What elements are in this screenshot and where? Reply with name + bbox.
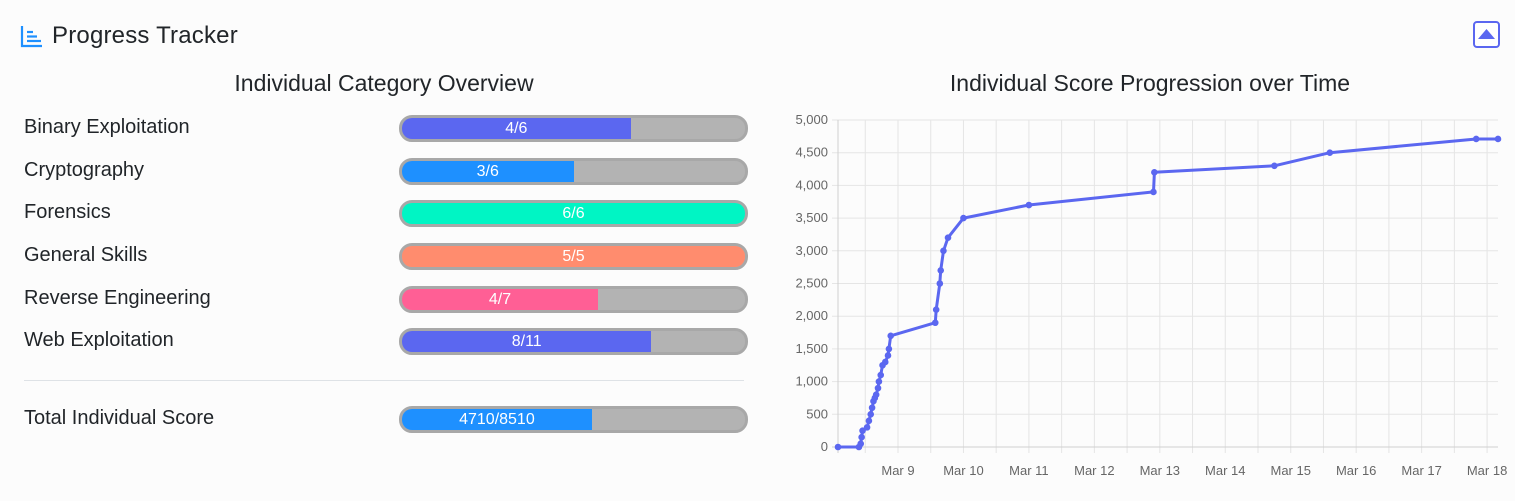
category-progress-bar: 4/6 xyxy=(399,115,748,142)
category-progress-fill xyxy=(402,161,574,182)
category-progress-bar: 3/6 xyxy=(399,158,748,185)
category-progress-text: 5/5 xyxy=(562,247,585,265)
total-score-bar-fill xyxy=(402,409,592,430)
score-progression-title: Individual Score Progression over Time xyxy=(949,70,1351,96)
x-tick-label: Mar 10 xyxy=(943,463,983,478)
category-progress-bar: 5/5 xyxy=(399,243,748,270)
data-point xyxy=(881,358,889,366)
x-tick-label: Mar 18 xyxy=(1467,463,1507,478)
category-label: Binary Exploitation xyxy=(24,116,190,138)
data-point xyxy=(931,319,939,327)
y-tick-label: 3,500 xyxy=(795,210,828,225)
category-progress-text: 8/11 xyxy=(511,332,542,350)
data-point xyxy=(1271,162,1278,170)
panel-title: Progress Tracker xyxy=(52,22,238,49)
y-tick-label: 2,500 xyxy=(795,276,828,291)
data-point xyxy=(834,443,842,451)
category-row: Reverse Engineering 4/7 xyxy=(24,285,748,313)
y-tick-label: 3,000 xyxy=(795,243,828,258)
category-progress-bar: 6/6 xyxy=(399,200,748,227)
category-row: Web Exploitation 8/11 xyxy=(24,327,748,355)
y-tick-label: 4,500 xyxy=(795,145,828,160)
x-tick-label: Mar 11 xyxy=(1009,463,1049,478)
score-progression-chart: 0 500 1,000 1,500 2,000 2,500 3,000 3,500 4,000 4… xyxy=(795,112,1507,478)
category-progress-text: 6/6 xyxy=(562,204,585,222)
y-tick-label: 500 xyxy=(806,406,828,421)
category-row: Cryptography 3/6 xyxy=(24,157,748,185)
data-point xyxy=(858,433,865,441)
category-progress-fill xyxy=(402,203,745,224)
category-progress-bar: 8/11 xyxy=(399,328,748,355)
x-tick-label: Mar 15 xyxy=(1270,463,1310,478)
category-progress-text: 4/7 xyxy=(488,290,512,308)
y-tick-label: 1,500 xyxy=(795,341,828,356)
category-progress-fill xyxy=(402,331,652,352)
category-progress-fill xyxy=(402,246,745,267)
data-point xyxy=(857,440,865,448)
y-tick-label: 2,000 xyxy=(795,308,828,323)
category-label: Web Exploitation xyxy=(24,329,174,351)
x-tick-label: Mar 13 xyxy=(1140,463,1180,478)
data-point xyxy=(877,371,885,379)
data-point xyxy=(859,427,866,434)
data-point xyxy=(937,267,945,274)
total-score-bar: 4710/8510 xyxy=(399,406,748,433)
x-tick-label: Mar 17 xyxy=(1401,463,1441,478)
data-point xyxy=(884,352,892,359)
data-point xyxy=(940,247,947,255)
category-progress-text: 3/6 xyxy=(476,162,499,180)
x-tick-label: Mar 16 xyxy=(1336,463,1376,478)
x-tick-label: Mar 9 xyxy=(881,463,914,478)
data-point xyxy=(865,417,873,425)
category-progress-text: 4/6 xyxy=(505,119,528,137)
caret-up-icon xyxy=(1478,29,1495,39)
y-tick-label: 5,000 xyxy=(795,112,828,127)
category-overview-title: Individual Category Overview xyxy=(234,70,534,96)
data-point xyxy=(1025,201,1033,209)
data-point xyxy=(944,234,952,242)
category-label: Cryptography xyxy=(24,159,145,181)
data-point xyxy=(885,345,893,353)
collapse-button[interactable] xyxy=(1473,21,1500,48)
data-point xyxy=(1472,135,1480,143)
total-score-label: Total Individual Score xyxy=(24,407,215,429)
y-tick-label: 4,000 xyxy=(795,177,828,192)
category-row: Binary Exploitation 4/6 xyxy=(24,114,748,142)
data-point xyxy=(936,280,944,287)
divider xyxy=(24,380,744,381)
score-line xyxy=(838,137,1498,449)
category-progress-bar: 4/7 xyxy=(399,286,748,313)
category-progress-fill xyxy=(402,289,598,310)
category-label: Forensics xyxy=(24,201,111,223)
y-tick-label: 0 xyxy=(821,439,828,454)
category-row: General Skills 5/5 xyxy=(24,242,748,270)
data-point xyxy=(1151,169,1158,176)
total-score-row: Total Individual Score 4710/8510 xyxy=(24,405,748,433)
data-point xyxy=(887,332,895,340)
x-tick-label: Mar 14 xyxy=(1205,463,1245,478)
data-point xyxy=(874,384,882,392)
category-label: General Skills xyxy=(24,244,148,266)
data-point xyxy=(1150,188,1157,196)
category-row: Forensics 6/6 xyxy=(24,199,748,227)
data-point xyxy=(868,404,876,412)
data-point xyxy=(875,378,883,385)
data-point xyxy=(867,411,875,418)
data-point xyxy=(932,306,940,313)
data-point xyxy=(863,424,871,431)
category-progress-fill xyxy=(402,118,631,139)
y-tick-label: 1,000 xyxy=(795,374,828,389)
data-point xyxy=(960,214,967,222)
data-point xyxy=(872,391,880,398)
data-point xyxy=(1326,149,1334,157)
category-label: Reverse Engineering xyxy=(24,287,211,309)
total-score-bar-text: 4710/8510 xyxy=(459,410,535,428)
bar-chart-icon xyxy=(20,26,42,48)
x-tick-label: Mar 12 xyxy=(1074,463,1114,478)
panel-header: Progress Tracker xyxy=(20,18,238,54)
data-point xyxy=(1494,135,1502,143)
